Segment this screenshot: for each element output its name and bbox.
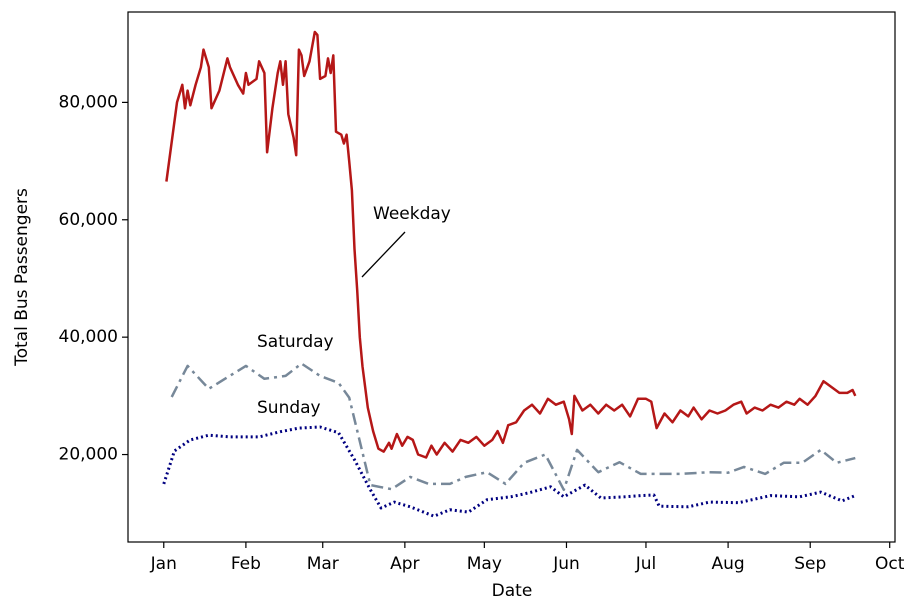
data-line bbox=[162, 425, 856, 518]
y-tick-label: 60,000 bbox=[59, 210, 118, 230]
x-tick-label: Aug bbox=[711, 554, 744, 574]
x-tick-label: Sep bbox=[794, 554, 826, 574]
x-axis-label: Date bbox=[492, 581, 533, 601]
x-tick-label: Apr bbox=[390, 554, 419, 574]
x-tick-label: Feb bbox=[231, 554, 261, 574]
y-axis-label: Total Bus Passengers bbox=[12, 188, 32, 367]
x-tick-label: Oct bbox=[875, 554, 905, 574]
x-tick-label: May bbox=[467, 554, 502, 574]
y-tick-label: 80,000 bbox=[59, 92, 118, 112]
x-tick-label: Jun bbox=[552, 554, 580, 574]
x-tick-label: Jan bbox=[150, 554, 177, 574]
plot-frame bbox=[127, 11, 896, 543]
series-annotation: Saturday bbox=[257, 332, 334, 352]
data-line bbox=[170, 362, 856, 492]
data-line bbox=[165, 30, 857, 459]
x-tick-label: Mar bbox=[307, 554, 339, 574]
series-annotation: Sunday bbox=[257, 398, 321, 418]
annotation-line bbox=[361, 231, 406, 278]
y-tick-label: 20,000 bbox=[59, 445, 118, 465]
y-tick-label: 40,000 bbox=[59, 327, 118, 347]
series-annotation: Weekday bbox=[373, 204, 451, 224]
x-tick-label: Jul bbox=[635, 554, 657, 574]
